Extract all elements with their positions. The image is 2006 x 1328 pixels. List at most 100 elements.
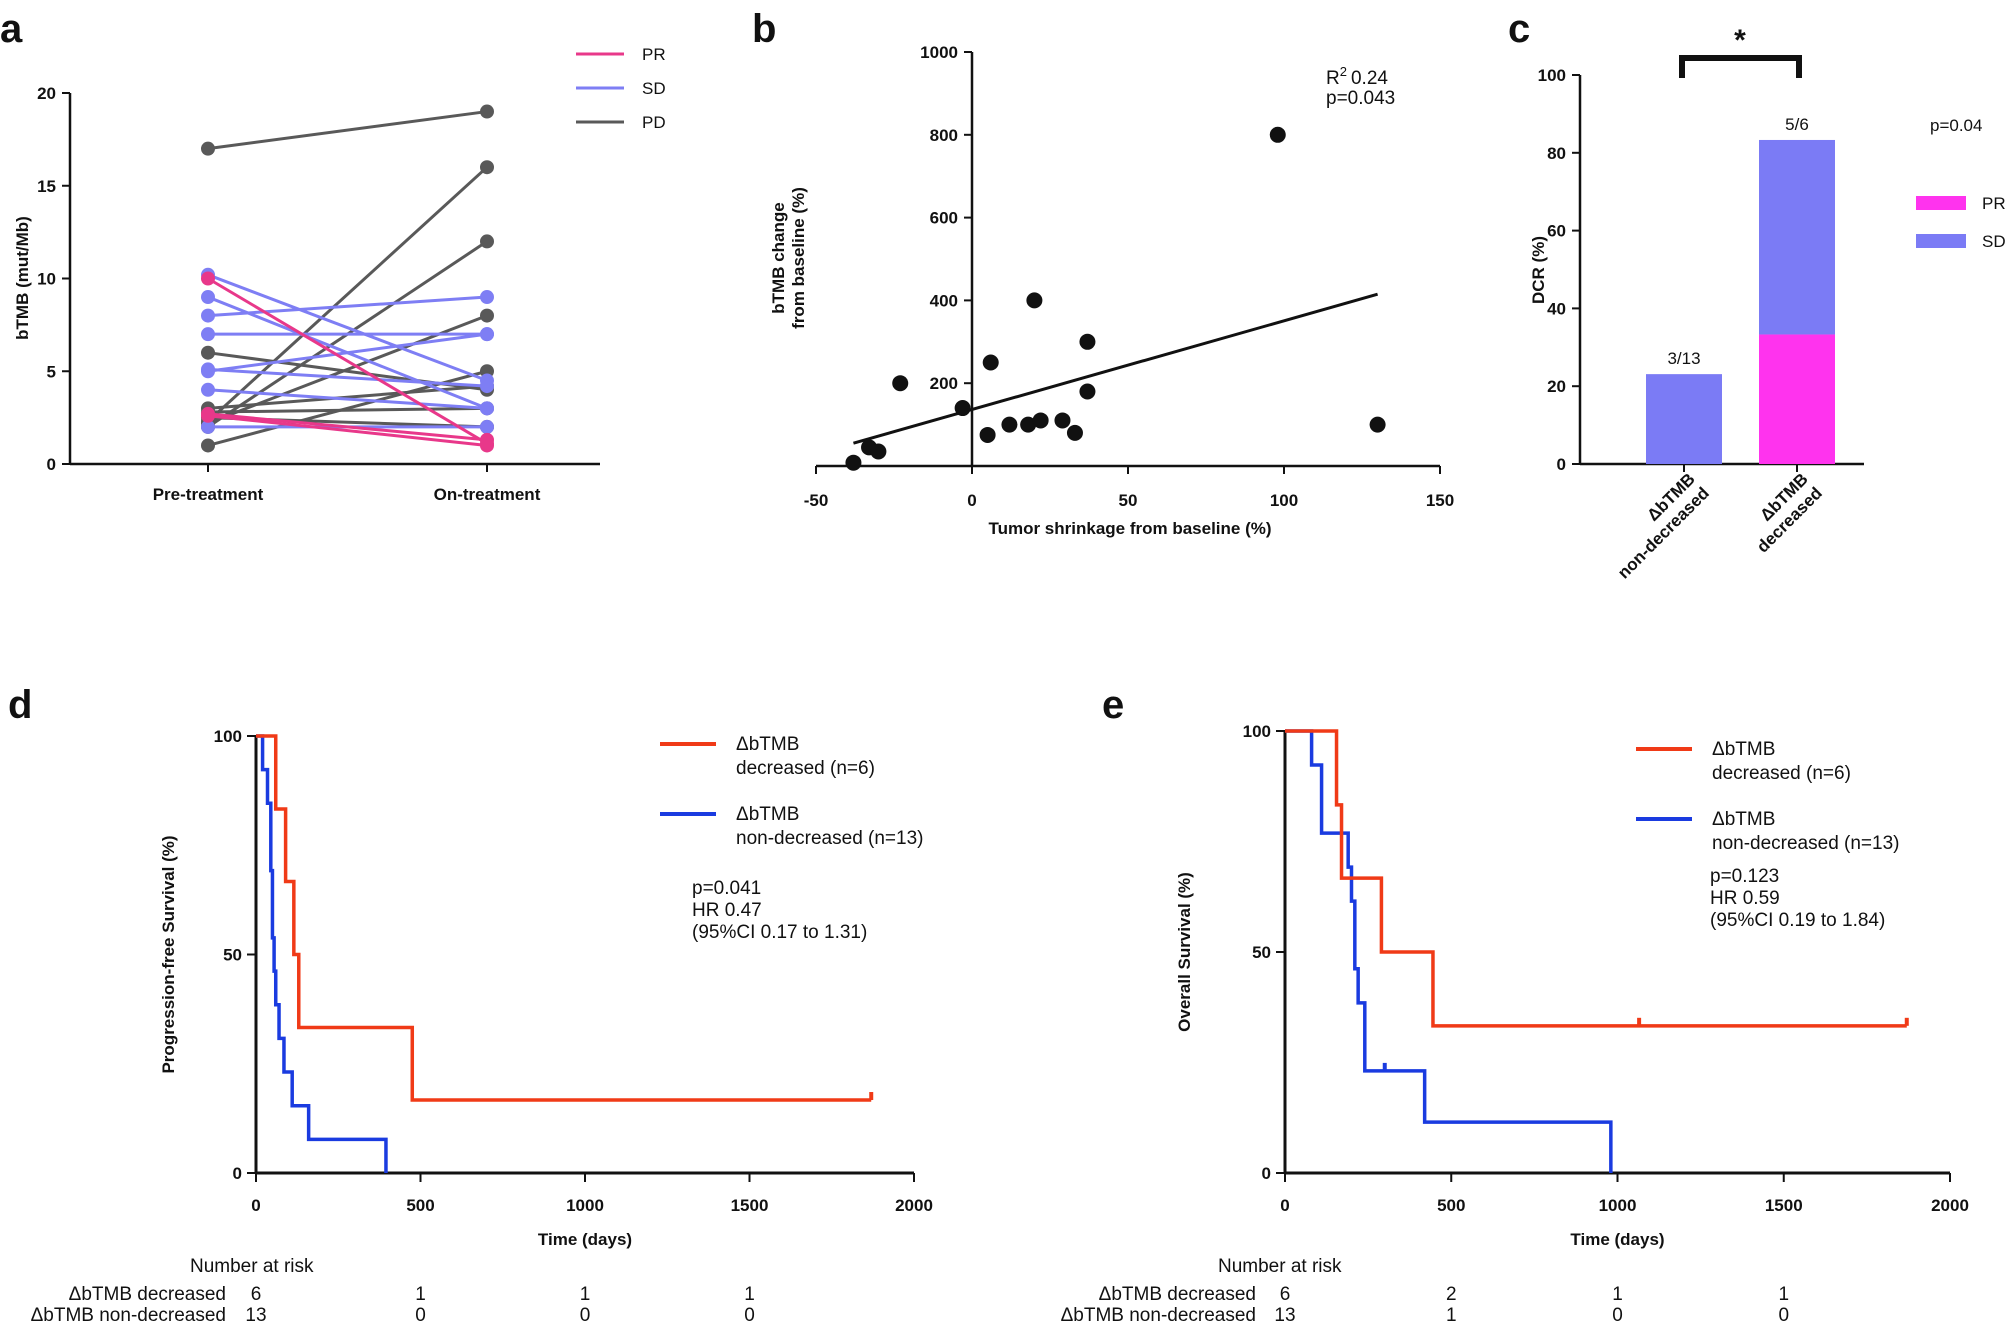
series-line-pd xyxy=(207,406,488,414)
km-curve-km_nondecreased xyxy=(256,734,388,1173)
data-point xyxy=(1001,416,1018,433)
data-point xyxy=(1269,126,1286,143)
p-value-label: p=0.043 xyxy=(1326,88,1395,109)
y-tick-label: 40 xyxy=(1547,299,1566,318)
legend-label-sd: SD xyxy=(1982,232,2006,251)
risk-value: 0 xyxy=(1778,1305,1789,1326)
data-point-sd xyxy=(201,382,215,397)
y-tick-label: 400 xyxy=(930,291,958,310)
series-line-pr xyxy=(207,277,488,445)
km-curve-km_decreased xyxy=(1285,729,1907,1028)
y-tick-label: 5 xyxy=(47,362,56,381)
legend-swatch-sd xyxy=(1916,234,1966,248)
x-tick-label: ΔbTMBnon-decreased xyxy=(1600,469,1713,582)
data-point xyxy=(954,400,971,417)
data-point-pd xyxy=(480,234,494,249)
risk-table-title: Number at risk xyxy=(1218,1256,1342,1277)
series-line-pd xyxy=(206,166,489,423)
series-line-pr xyxy=(207,412,488,442)
risk-row-label: ΔbTMB decreased xyxy=(69,1284,226,1305)
risk-value: 2 xyxy=(1446,1284,1457,1305)
y-tick-label: 0 xyxy=(1262,1164,1271,1183)
legend-label-line: decreased (n=6) xyxy=(736,758,875,779)
y-tick-label: 50 xyxy=(1252,943,1271,962)
x-tick-label: On-treatment xyxy=(434,485,541,504)
legend-label-km_decreased: ΔbTMB decreased (n=6) xyxy=(1712,739,1851,784)
data-point-sd xyxy=(201,290,215,305)
series-line-sd xyxy=(207,295,488,318)
y-tick-label: 80 xyxy=(1547,144,1566,163)
data-point-pd xyxy=(201,345,215,360)
bar-segment-sd xyxy=(1759,139,1835,335)
x-tick-label: ΔbTMBdecreased xyxy=(1739,469,1826,556)
stats-line: p=0.123 xyxy=(1710,866,1779,887)
risk-value: 6 xyxy=(251,1284,262,1305)
y-tick-label: 0 xyxy=(233,1164,242,1183)
legend-label-line: decreased (n=6) xyxy=(1712,763,1851,784)
y-tick-label: 200 xyxy=(930,374,958,393)
y-tick-label: 60 xyxy=(1547,222,1566,241)
y-tick-label: 1000 xyxy=(920,43,958,62)
data-point xyxy=(892,375,909,392)
stats-annotation: p=0.041 HR 0.47 (95%CI 0.17 to 1.31) xyxy=(692,878,867,943)
risk-value: 1 xyxy=(415,1284,426,1305)
panel-label-c: c xyxy=(1508,7,1530,51)
data-point-sd xyxy=(480,327,494,342)
km-curve-km_nondecreased xyxy=(1285,729,1613,1173)
panel-label-e: e xyxy=(1102,683,1124,727)
y-tick-label: 20 xyxy=(37,84,56,103)
risk-value: 13 xyxy=(245,1305,266,1326)
bar-segment-pr xyxy=(1759,334,1835,464)
r2-value: 0.24 xyxy=(1351,68,1388,89)
y-tick-label: 100 xyxy=(1243,722,1271,741)
regression-line xyxy=(853,292,1379,445)
risk-value: 6 xyxy=(1280,1284,1291,1305)
x-tick-label: 0 xyxy=(967,491,976,510)
data-point-pd xyxy=(480,160,494,175)
risk-value: 13 xyxy=(1274,1305,1295,1326)
legend-label-pr: PR xyxy=(1982,194,2006,213)
data-point xyxy=(1079,333,1096,350)
y-tick-label: 600 xyxy=(930,209,958,228)
legend-label-km_decreased: ΔbTMB decreased (n=6) xyxy=(736,734,875,779)
x-tick-label: 1500 xyxy=(731,1196,769,1215)
legend-label-line: non-decreased (n=13) xyxy=(736,828,924,849)
x-axis-title: Tumor shrinkage from baseline (%) xyxy=(988,519,1271,538)
data-point xyxy=(979,426,996,443)
stats-line: HR 0.47 xyxy=(692,900,762,921)
data-point-sd xyxy=(201,327,215,342)
y-tick-label: 100 xyxy=(1538,66,1566,85)
data-point xyxy=(1066,424,1083,441)
risk-value: 1 xyxy=(744,1284,755,1305)
km-curve-km_decreased xyxy=(256,734,872,1102)
x-tick-label: Pre-treatment xyxy=(153,485,264,504)
p-value-label: p=0.04 xyxy=(1930,116,1982,135)
series-line-pr xyxy=(207,414,488,447)
x-tick-label: 0 xyxy=(1280,1196,1289,1215)
data-point-pd xyxy=(480,104,494,119)
risk-value: 1 xyxy=(1778,1284,1789,1305)
data-point-sd xyxy=(201,308,215,323)
legend-label-line: ΔbTMB xyxy=(736,734,799,755)
r2-text: R xyxy=(1326,68,1340,89)
legend-swatch-pr xyxy=(1916,196,1966,210)
r2-label: R2 0.24 xyxy=(1326,64,1388,89)
bTMB-paired-chart: 0 5 10 15 20 Pre-treatment On-treatment bTMB (m… xyxy=(13,45,666,504)
data-point xyxy=(845,454,862,471)
y-axis-title: DCR (%) xyxy=(1529,236,1548,304)
series-line-sd xyxy=(207,273,488,382)
x-tick-label: 1500 xyxy=(1765,1196,1803,1215)
x-tick-label: 0 xyxy=(251,1196,260,1215)
risk-row-label: ΔbTMB non-decreased xyxy=(1061,1305,1256,1326)
risk-row-label: ΔbTMB non-decreased xyxy=(31,1305,226,1326)
y-tick-label: 10 xyxy=(37,270,56,289)
legend-label-line: ΔbTMB xyxy=(736,804,799,825)
bar-data-label: 5/6 xyxy=(1785,115,1809,134)
data-point-pr xyxy=(201,408,215,423)
x-tick-label: 150 xyxy=(1426,491,1454,510)
legend-label-km_nondecreased: ΔbTMB non-decreased (n=13) xyxy=(1712,809,1900,854)
x-tick-label: 500 xyxy=(1437,1196,1465,1215)
risk-table-title: Number at risk xyxy=(190,1256,314,1277)
data-point xyxy=(1369,416,1386,433)
